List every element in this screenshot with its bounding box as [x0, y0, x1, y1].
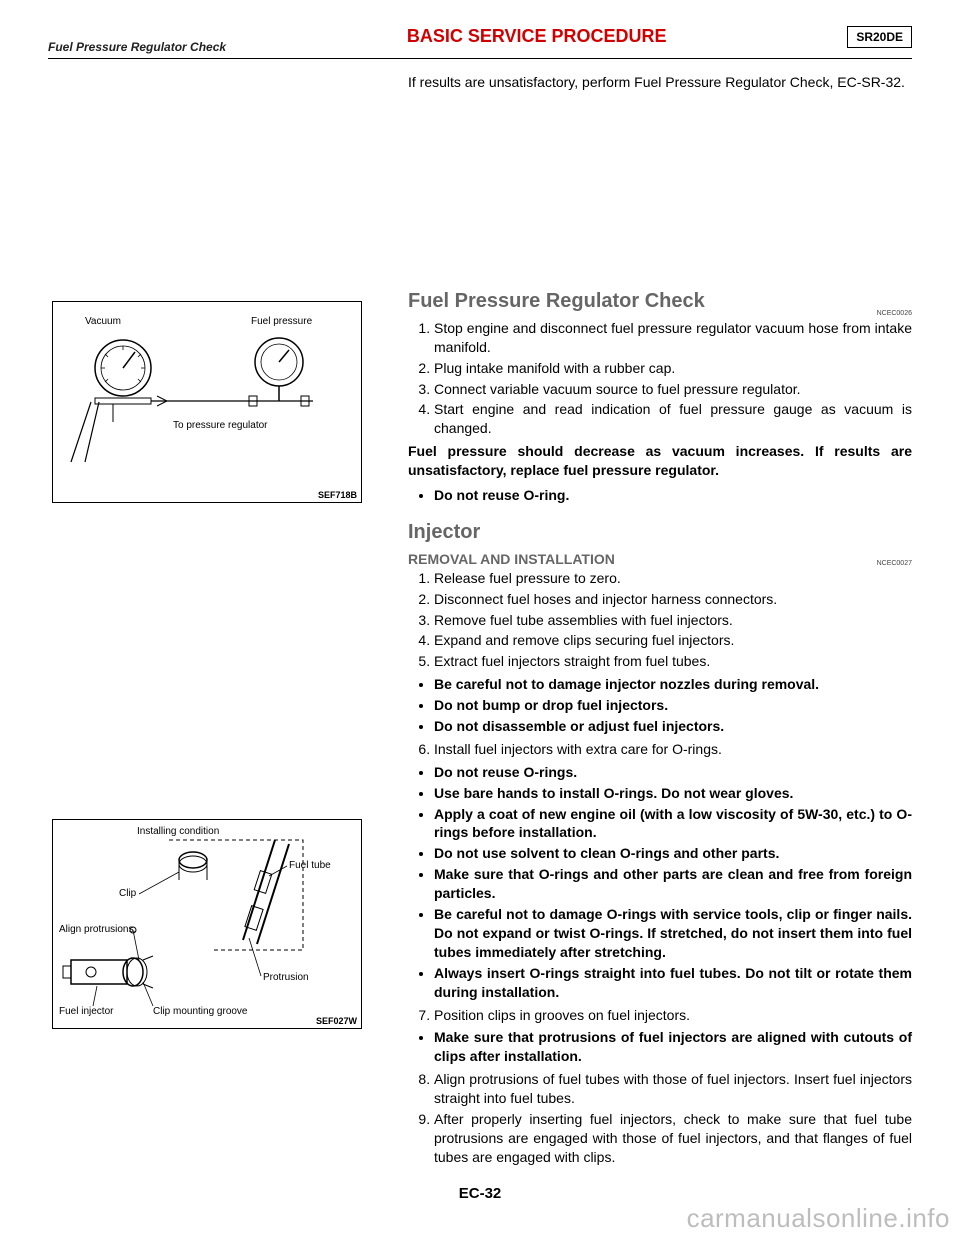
section-b-step7: Position clips in grooves on fuel inject… — [408, 1006, 912, 1025]
list-item: Do not reuse O-ring. — [434, 486, 912, 505]
section-b-bullets-after5: Be careful not to damage injector nozzle… — [408, 675, 912, 736]
list-item: Extract fuel injectors straight from fue… — [434, 652, 912, 671]
section-a-docid: NCEC0026 — [877, 309, 912, 318]
list-item: Be careful not to damage O-rings with se… — [434, 905, 912, 962]
section-a-steps: Stop engine and disconnect fuel pressure… — [408, 319, 912, 438]
section-a-boldpara: Fuel pressure should decrease as vacuum … — [408, 442, 912, 480]
list-item: Expand and remove clips securing fuel in… — [434, 631, 912, 650]
header-rule — [48, 58, 912, 59]
list-item: Release fuel pressure to zero. — [434, 569, 912, 588]
watermark: carmanualsonline.info — [687, 1203, 950, 1234]
right-column: If results are unsatisfactory, perform F… — [388, 73, 912, 1171]
fig2-label-groove: Clip mounting groove — [153, 1006, 248, 1017]
list-item: Always insert O-rings straight into fuel… — [434, 964, 912, 1002]
list-item: Install fuel injectors with extra care f… — [434, 740, 912, 759]
page-number: EC-32 — [0, 1185, 960, 1202]
fig1-label-toreg: To pressure regulator — [173, 420, 268, 431]
fig1-diagram — [53, 302, 359, 482]
section-a-title: Fuel Pressure Regulator Check — [408, 288, 705, 315]
list-item: Do not use solvent to clean O-rings and … — [434, 844, 912, 863]
list-item: Connect variable vacuum source to fuel p… — [434, 380, 912, 399]
header-code: SR20DE — [847, 26, 912, 48]
section-b-step6: Install fuel injectors with extra care f… — [408, 740, 912, 759]
list-item: Apply a coat of new engine oil (with a l… — [434, 805, 912, 843]
section-b-steps1: Release fuel pressure to zero. Disconnec… — [408, 569, 912, 671]
list-item: Be careful not to damage injector nozzle… — [434, 675, 912, 694]
list-item: Align protrusions of fuel tubes with tho… — [434, 1070, 912, 1108]
fig1-id: SEF718B — [318, 490, 357, 500]
left-column: Vacuum Fuel pressure To pressure regulat… — [48, 73, 388, 1029]
spacer — [408, 98, 912, 288]
section-b-docid: NCEC0027 — [877, 559, 912, 568]
list-item: Use bare hands to install O-rings. Do no… — [434, 784, 912, 803]
list-item: Remove fuel tube assemblies with fuel in… — [434, 611, 912, 630]
list-item: Plug intake manifold with a rubber cap. — [434, 359, 912, 378]
list-item: Stop engine and disconnect fuel pressure… — [434, 319, 912, 357]
fig2-diagram — [53, 820, 359, 1020]
section-b-bullets-after6: Do not reuse O-rings. Use bare hands to … — [408, 763, 912, 1002]
list-item: Make sure that protrusions of fuel injec… — [434, 1028, 912, 1066]
list-item: Start engine and read indication of fuel… — [434, 400, 912, 438]
fig2-label-protrusion: Protrusion — [263, 972, 309, 983]
section-b-bullets-after7: Make sure that protrusions of fuel injec… — [408, 1028, 912, 1066]
page: Fuel Pressure Regulator Check BASIC SERV… — [0, 0, 960, 1242]
section-a-bullets: Do not reuse O-ring. — [408, 486, 912, 505]
intro-para: If results are unsatisfactory, perform F… — [408, 73, 912, 92]
list-item: Do not disassemble or adjust fuel inject… — [434, 717, 912, 736]
figure-vacuum-gauges: Vacuum Fuel pressure To pressure regulat… — [52, 301, 362, 503]
fig2-label-clip: Clip — [119, 888, 136, 899]
list-item: Position clips in grooves on fuel inject… — [434, 1006, 912, 1025]
header-title: BASIC SERVICE PROCEDURE — [226, 26, 847, 47]
list-item: Make sure that O-rings and other parts a… — [434, 865, 912, 903]
fig2-label-injector: Fuel injector — [59, 1006, 113, 1017]
section-b-steps89: Align protrusions of fuel tubes with tho… — [408, 1070, 912, 1166]
list-item: Do not reuse O-rings. — [434, 763, 912, 782]
figure-injector-clip: Installing condition Fuel tube Clip Alig… — [52, 819, 362, 1029]
list-item: Disconnect fuel hoses and injector harne… — [434, 590, 912, 609]
header-subsection: Fuel Pressure Regulator Check — [48, 26, 226, 54]
fig2-label-fueltube: Fuel tube — [289, 860, 331, 871]
content-columns: Vacuum Fuel pressure To pressure regulat… — [48, 73, 912, 1171]
fig2-id: SEF027W — [316, 1016, 357, 1026]
fig1-label-fuelpressure: Fuel pressure — [251, 316, 312, 327]
list-item: After properly inserting fuel injectors,… — [434, 1110, 912, 1167]
list-item: Do not bump or drop fuel injectors. — [434, 696, 912, 715]
section-b-subtitle: REMOVAL AND INSTALLATION — [408, 550, 615, 569]
page-header: Fuel Pressure Regulator Check BASIC SERV… — [48, 26, 912, 54]
fig1-label-vacuum: Vacuum — [85, 316, 121, 327]
fig2-label-installing: Installing condition — [137, 826, 219, 837]
section-b-title: Injector — [408, 519, 912, 546]
fig2-label-align: Align protrusions. — [59, 924, 136, 935]
